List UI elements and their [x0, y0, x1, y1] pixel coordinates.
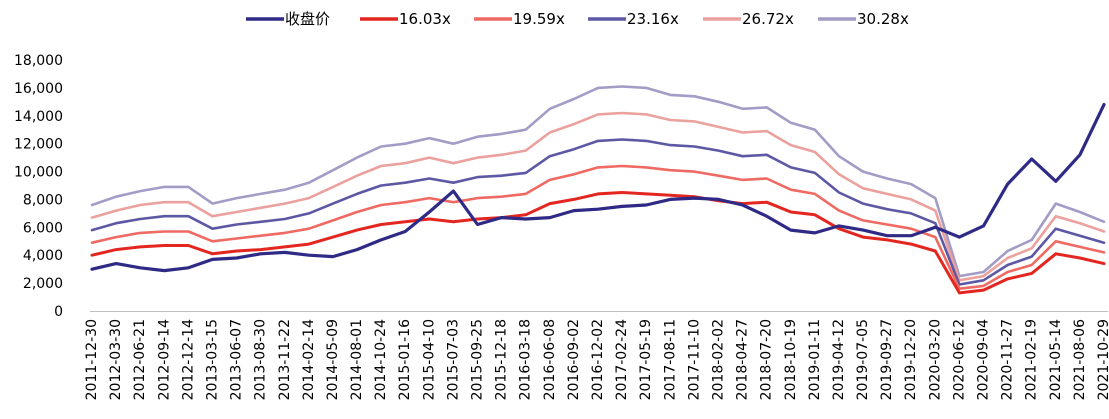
x-tick-label: 2014-08-01	[349, 319, 365, 400]
x-tick-label: 2019-04-12	[831, 319, 847, 400]
y-tick-label: 8,000	[23, 192, 63, 208]
x-tick-label: 2013-06-07	[229, 319, 245, 400]
series-line-4	[90, 111, 1106, 282]
x-tick-label: 2018-07-20	[759, 319, 775, 400]
legend-label: 收盘价	[285, 10, 330, 28]
legend-label: 16.03x	[399, 10, 451, 28]
x-tick-label: 2020-09-04	[976, 319, 992, 400]
x-tick-label: 2014-02-14	[301, 319, 317, 400]
y-tick-label: 10,000	[14, 165, 63, 181]
y-tick-label: 2,000	[23, 276, 63, 292]
series-line-3	[90, 138, 1106, 286]
x-tick-label: 2020-06-12	[951, 319, 967, 400]
legend-label: 19.59x	[513, 10, 565, 28]
x-tick-label: 2018-04-27	[735, 319, 751, 400]
x-tick-label: 2021-08-06	[1072, 319, 1088, 400]
x-tick-label: 2015-01-16	[397, 319, 413, 400]
x-tick-label: 2013-11-22	[277, 319, 293, 400]
x-tick-label: 2014-10-24	[373, 319, 389, 400]
legend: 收盘价 16.03x 19.59x 23.16x 26.72x 30.28x	[246, 10, 909, 28]
series-line-0	[90, 102, 1106, 273]
x-tick-label: 2011-12-30	[84, 319, 100, 400]
x-tick-label: 2016-03-18	[518, 319, 534, 400]
y-tick-label: 6,000	[23, 220, 63, 236]
plot-lines	[90, 85, 1106, 295]
x-tick-label: 2018-02-02	[710, 319, 726, 400]
x-tick-label: 2012-09-14	[156, 319, 172, 400]
series-line-1	[90, 191, 1106, 295]
y-axis: 0 2,000 4,000 6,000 8,000 10,000 12,000 14,000 1…	[14, 53, 63, 320]
x-tick-label: 2019-01-11	[807, 319, 823, 400]
x-tick-label: 2016-09-02	[566, 319, 582, 400]
y-tick-label: 0	[54, 304, 63, 320]
x-tick-label: 2019-09-27	[879, 319, 895, 400]
x-tick-label: 2016-06-08	[542, 319, 558, 400]
y-tick-label: 4,000	[23, 248, 63, 264]
y-tick-label: 12,000	[14, 137, 63, 153]
x-tick-label: 2017-02-24	[614, 319, 630, 400]
legend-label: 23.16x	[627, 10, 679, 28]
x-tick-label: 2021-02-19	[1024, 319, 1040, 400]
x-tick-label: 2015-07-03	[445, 319, 461, 400]
x-tick-label: 2014-05-09	[325, 319, 341, 400]
x-tick-label: 2012-12-14	[180, 319, 196, 400]
legend-label: 26.72x	[742, 10, 794, 28]
x-tick-label: 2015-04-10	[421, 319, 437, 400]
x-tick-label: 2017-11-10	[686, 319, 702, 400]
x-tick-label: 2021-05-14	[1048, 319, 1064, 400]
x-tick-label: 2017-08-11	[662, 319, 678, 400]
x-tick-label: 2019-12-20	[903, 319, 919, 400]
legend-label: 30.28x	[857, 10, 909, 28]
y-tick-label: 16,000	[14, 81, 63, 97]
y-tick-label: 18,000	[14, 53, 63, 69]
x-tick-label: 2015-12-18	[494, 319, 510, 400]
x-tick-label: 2020-11-27	[1000, 319, 1016, 400]
x-axis: 2011-12-30 2012-03-30 2012-06-21 2012-09-14…	[84, 311, 1109, 400]
series-line-5	[90, 85, 1106, 278]
x-tick-label: 2020-03-20	[927, 319, 943, 400]
x-tick-label: 2012-06-21	[132, 319, 148, 400]
x-tick-label: 2021-10-29	[1096, 319, 1109, 400]
x-tick-label: 2012-03-30	[108, 319, 124, 400]
x-tick-label: 2019-07-05	[855, 319, 871, 400]
x-tick-label: 2015-09-25	[470, 319, 486, 400]
y-tick-label: 14,000	[14, 109, 63, 125]
x-tick-label: 2013-03-15	[204, 319, 220, 400]
x-tick-label: 2016-12-02	[590, 319, 606, 400]
x-tick-label: 2018-10-19	[783, 319, 799, 400]
x-tick-label: 2017-05-19	[638, 319, 654, 400]
x-tick-label: 2013-08-30	[253, 319, 269, 400]
series-line-2	[90, 164, 1106, 291]
